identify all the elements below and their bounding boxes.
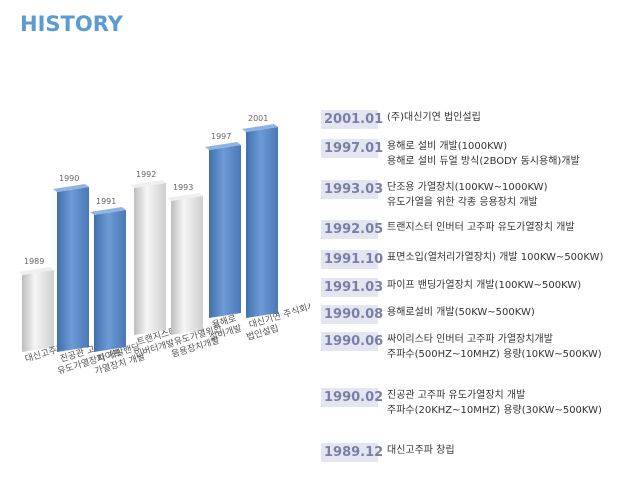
bar-body bbox=[57, 187, 89, 352]
timeline-line: 파이프 밴딩가열장치 개발(100KW~500KW) bbox=[387, 280, 582, 291]
bar-body bbox=[246, 127, 278, 318]
timeline-line: 주파수(20KHZ~10MHZ) 용량(30KW~500KW) bbox=[387, 405, 602, 416]
timeline-line: 싸이리스타 인버터 고주파 가열장치개발 bbox=[387, 334, 553, 345]
timeline-date: 1990.08 bbox=[321, 305, 383, 324]
timeline-date: 1993.03 bbox=[321, 180, 383, 199]
timeline-line: 단조용 가열장치(100KW~1000KW) bbox=[387, 182, 548, 193]
bar-cap bbox=[205, 142, 241, 150]
bar-year-label: 1997 bbox=[211, 132, 231, 141]
timeline-desc: 트랜지스터 인버터 고주파 유도가열장치 개발 bbox=[387, 220, 575, 235]
bar-year-label: 1990 bbox=[59, 174, 79, 183]
bar-cap bbox=[53, 184, 89, 192]
timeline-line: 진공관 고주파 유도가열장치 개발 bbox=[387, 390, 526, 401]
bar-cap bbox=[18, 267, 54, 275]
timeline-desc: 단조용 가열장치(100KW~1000KW) 유도가열을 위한 각종 응용장치 … bbox=[387, 180, 547, 210]
timeline-line: 용해로 설비 듀얼 방식(2BODY 동시용해)개발 bbox=[387, 156, 580, 167]
timeline-date: 2001.01 bbox=[321, 110, 383, 129]
bar-year-label: 1992 bbox=[136, 170, 156, 179]
bar-body bbox=[209, 145, 241, 318]
timeline-line: 용해로 설비 개발(1000KW) bbox=[387, 141, 508, 152]
bar-cap bbox=[242, 124, 278, 132]
timeline-line: 주파수(500HZ~10MHZ) 용량(10KW~500KW) bbox=[387, 349, 602, 360]
timeline-desc: 용해로 설비 개발(1000KW) 용해로 설비 듀얼 방식(2BODY 동시용… bbox=[387, 139, 580, 169]
bar-cap bbox=[90, 207, 126, 215]
timeline-desc: 용해로설비 개발(50KW~500KW) bbox=[387, 305, 535, 320]
timeline-line: 표면소입(열처리가열장치) 개발 100KW~500KW) bbox=[387, 252, 604, 263]
bar-body bbox=[171, 196, 203, 335]
bar-cap bbox=[167, 193, 203, 201]
timeline-line: 용해로설비 개발(50KW~500KW) bbox=[387, 307, 535, 318]
timeline-line: (주)대신기연 법인설립 bbox=[387, 112, 481, 123]
bar-year-label: 2001 bbox=[248, 114, 268, 123]
timeline-desc: 파이프 밴딩가열장치 개발(100KW~500KW) bbox=[387, 278, 581, 293]
timeline-desc: 싸이리스타 인버터 고주파 가열장치개발 주파수(500HZ~10MHZ) 용량… bbox=[387, 332, 602, 362]
bar-cap bbox=[130, 180, 166, 188]
timeline-date: 1997.01 bbox=[321, 139, 383, 158]
page-title: HISTORY bbox=[20, 12, 123, 36]
timeline-date: 1990.02 bbox=[321, 388, 383, 407]
bar-year-label: 1991 bbox=[96, 197, 116, 206]
timeline-line: 유도가열을 위한 각종 응용장치 개발 bbox=[387, 197, 538, 208]
timeline-date: 1992.05 bbox=[321, 220, 383, 239]
timeline-desc: (주)대신기연 법인설립 bbox=[387, 110, 481, 125]
timeline-desc: 대신고주파 창립 bbox=[387, 443, 455, 458]
timeline-date: 1990.06 bbox=[321, 332, 383, 351]
bar-body bbox=[22, 270, 54, 352]
timeline-date: 1989.12 bbox=[321, 443, 383, 462]
bar-year-label: 1989 bbox=[24, 257, 44, 266]
bar-year-label: 1993 bbox=[173, 183, 193, 192]
timeline-desc: 표면소입(열처리가열장치) 개발 100KW~500KW) bbox=[387, 250, 603, 265]
timeline-line: 대신고주파 창립 bbox=[387, 445, 455, 456]
timeline-date: 1991.03 bbox=[321, 278, 383, 297]
timeline-desc: 진공관 고주파 유도가열장치 개발 주파수(20KHZ~10MHZ) 용량(30… bbox=[387, 388, 602, 418]
timeline-date: 1991.10 bbox=[321, 250, 383, 269]
bar-body bbox=[94, 210, 126, 352]
timeline-line: 트랜지스터 인버터 고주파 유도가열장치 개발 bbox=[387, 222, 575, 233]
bar-body bbox=[134, 183, 166, 335]
